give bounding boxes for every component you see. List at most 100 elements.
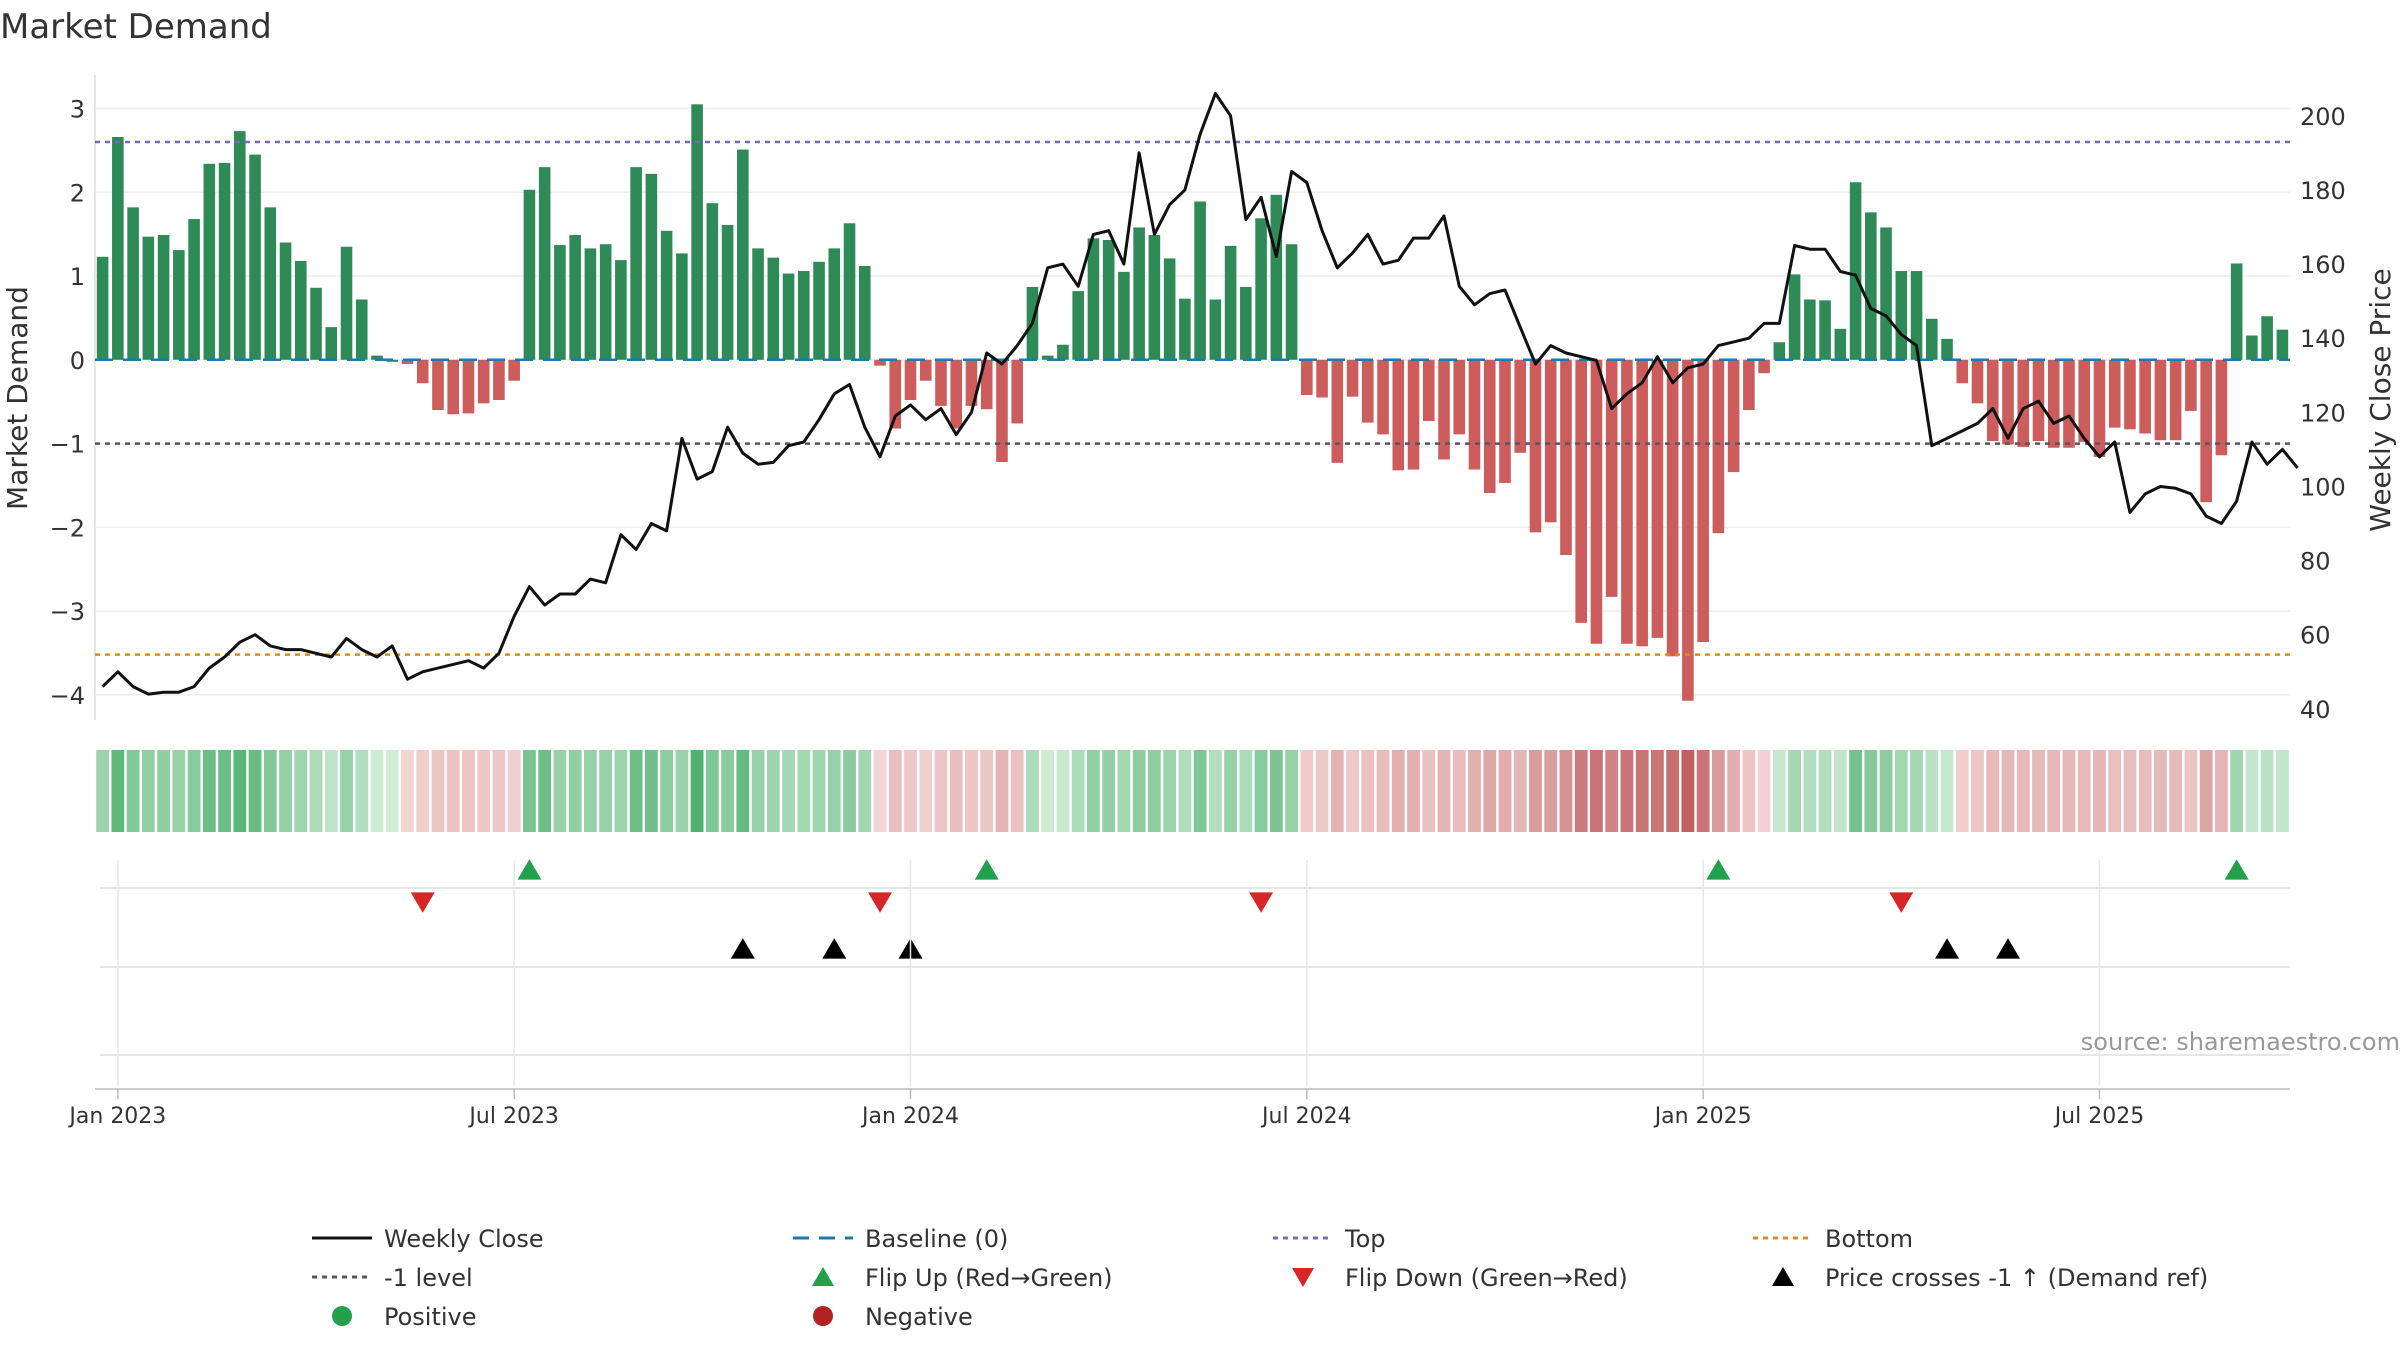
y-tick-label: −3 [50,598,85,626]
heat-cell [1666,750,1680,832]
heat-cell [1574,750,1588,832]
heat-cell [1620,750,1634,832]
demand-bar [1621,359,1633,644]
heat-cell [187,750,201,832]
demand-bar [1118,271,1130,360]
demand-bar [1224,245,1237,360]
legend-label: Flip Up (Red→Green) [865,1264,1113,1292]
legend-price-cross-icon [1772,1267,1794,1286]
demand-bar [2002,359,2014,445]
demand-bars [96,104,2289,701]
heat-cell [416,750,430,832]
heat-cell [477,750,491,832]
weekly-close-polyline [101,92,2299,696]
weekly-close-line [101,92,2299,696]
x-tick-label: Jul 2024 [1260,1104,1352,1129]
heat-cell [2123,750,2137,832]
demand-bar [1514,359,1527,453]
heat-cell [279,750,292,832]
heat-cell [2093,750,2106,832]
demand-bar [676,253,688,360]
demand-bar [874,359,886,366]
flip-up-marker [517,859,542,880]
heat-cell [583,750,597,832]
demand-bar [1346,359,1359,397]
demand-bar [2169,359,2182,441]
heat-cell [431,750,445,832]
heat-cell [965,750,978,832]
demand-bar [1666,359,1679,657]
heat-cell [492,750,506,832]
demand-bar [1544,359,1557,523]
demand-bar [752,248,764,360]
heat-cell [157,750,170,832]
demand-bar [538,167,551,360]
demand-bar [1438,359,1450,460]
demand-bar [1605,359,1618,597]
legend-label: Top [1344,1225,1386,1253]
legend-label: Weekly Close [384,1225,544,1253]
demand-bar [1529,359,1542,533]
demand-bar [706,203,719,360]
heat-cell [218,750,231,832]
demand-bar [1560,359,1572,555]
heat-cell [2184,750,2198,832]
demand-bar [203,163,216,360]
heat-cell [1955,750,1969,832]
demand-bar [1255,218,1267,360]
heat-cell [1239,750,1253,832]
demand-bar [767,257,780,360]
heat-cell [446,750,460,832]
demand-bar [508,359,520,381]
heat-cell [340,750,353,832]
price-cross-marker [822,938,847,959]
demand-bar [1331,359,1344,463]
heat-cell [507,750,521,832]
heat-cell [523,750,536,832]
heat-cell [629,750,643,832]
heat-cell [1026,750,1039,832]
heat-cell [1818,750,1832,832]
legend-label: -1 level [384,1264,473,1292]
flip-down-marker [868,892,893,913]
demand-bar [401,359,414,364]
heat-cell [1544,750,1558,832]
heat-cell [1285,750,1298,832]
heat-cell [1147,750,1161,832]
x-tick-label: Jul 2023 [467,1104,559,1129]
demand-bar [1407,359,1420,470]
demand-bar [950,359,963,429]
heat-cell [1315,750,1329,832]
heat-cell [614,750,628,832]
heat-cell [1468,750,1481,832]
heat-cell [1056,750,1070,832]
demand-bar [935,359,947,406]
demand-bar [1636,359,1648,647]
demand-bar [2200,359,2212,503]
x-tick-label: Jan 2023 [67,1104,166,1129]
demand-bar [919,359,932,381]
demand-bar [325,327,338,360]
heat-cell [263,750,277,832]
heat-cell [1590,750,1603,832]
legend-label: Price crosses -1 ↑ (Demand ref) [1825,1264,2208,1292]
y2-tick-label: 80 [2300,548,2331,576]
demand-bar [1880,227,1892,360]
x-tick-label: Jan 2024 [860,1104,959,1129]
legend-label: Bottom [1825,1225,1913,1253]
demand-bar [1285,244,1298,360]
y-tick-label: −1 [50,431,85,459]
grid-layer [94,75,2290,720]
heat-cell [1788,750,1802,832]
heat-cell [644,750,658,832]
demand-bar [173,250,185,360]
demand-bar [188,219,200,360]
demand-bar [721,224,734,360]
y2-tick-label: 100 [2300,473,2346,501]
heat-cell [2138,750,2152,832]
heat-cell [1651,750,1664,832]
demand-bar [2108,359,2121,428]
heat-cell [782,750,795,832]
demand-bar [782,273,795,360]
heat-cell [2047,750,2061,832]
